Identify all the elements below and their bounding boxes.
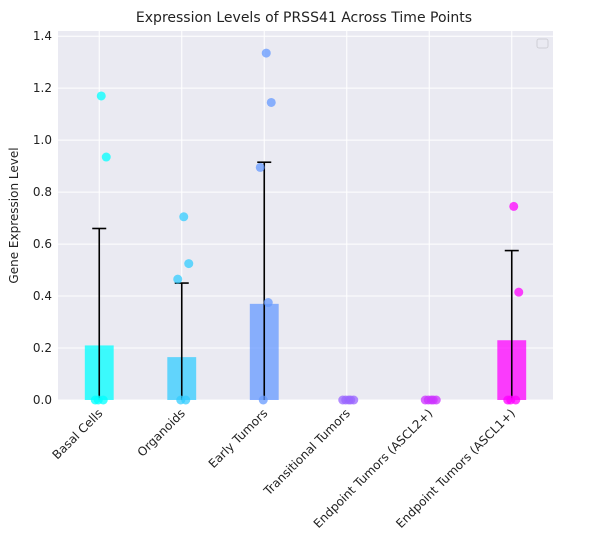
error-bars <box>92 161 519 400</box>
y-tick-label: 1.2 <box>33 81 52 95</box>
y-tick-label: 0.0 <box>33 393 52 407</box>
y-tick-label: 0.6 <box>33 237 52 251</box>
y-tick-label: 0.2 <box>33 341 52 355</box>
data-point <box>341 395 351 405</box>
data-point <box>506 395 516 405</box>
y-tick-label: 0.4 <box>33 289 52 303</box>
data-point <box>258 395 268 405</box>
x-tick-label: Organoids <box>135 406 188 459</box>
data-point <box>514 287 524 297</box>
data-point <box>266 97 276 107</box>
x-tick-label: Basal Cells <box>49 406 105 462</box>
data-point <box>184 259 194 269</box>
y-tick-label: 0.8 <box>33 185 52 199</box>
x-tick-label: Early Tumors <box>206 406 271 471</box>
data-point <box>101 152 111 162</box>
x-axis-ticks: Basal Cells Organoids Early TumorsTransiti… <box>49 406 517 531</box>
x-tick-label: Transitional Tumors <box>260 406 353 499</box>
data-point <box>509 201 519 211</box>
data-point <box>93 395 103 405</box>
y-axis-ticks: 0.0 0.2 0.4 0.6 0.8 1.0 1.2 1.4 <box>33 29 52 407</box>
y-tick-label: 1.4 <box>33 29 52 43</box>
data-point <box>173 274 183 284</box>
y-tick-label: 1.0 <box>33 133 52 147</box>
plot-area <box>58 31 553 400</box>
chart-title: Expression Levels of PRSS41 Across Time … <box>136 10 472 26</box>
data-point <box>261 48 271 58</box>
data-point <box>176 395 186 405</box>
legend-box <box>536 38 549 49</box>
data-point <box>179 212 189 222</box>
data-point <box>423 395 433 405</box>
data-point <box>255 162 265 172</box>
scatter-points <box>90 48 524 405</box>
y-axis-label: Gene Expression Level <box>7 147 21 283</box>
data-point <box>96 91 106 101</box>
data-point <box>263 298 273 308</box>
